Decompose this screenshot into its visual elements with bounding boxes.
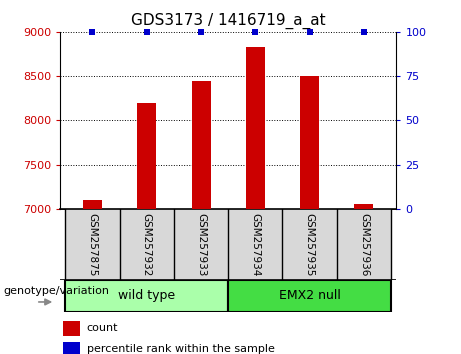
Text: GSM257934: GSM257934: [250, 212, 260, 276]
Bar: [174, 209, 228, 280]
Text: GSM257875: GSM257875: [88, 212, 97, 276]
Text: EMX2 null: EMX2 null: [279, 289, 341, 302]
Bar: [337, 209, 391, 280]
Bar: [65, 280, 228, 312]
Bar: [63, 342, 80, 354]
Text: wild type: wild type: [118, 289, 175, 302]
Text: GSM257935: GSM257935: [305, 212, 314, 276]
Bar: [192, 81, 211, 209]
Text: GSM257933: GSM257933: [196, 212, 206, 276]
Bar: [283, 209, 337, 280]
Bar: [83, 200, 102, 209]
Text: percentile rank within the sample: percentile rank within the sample: [87, 344, 275, 354]
Bar: [137, 103, 156, 209]
Bar: [355, 204, 373, 209]
Bar: [120, 209, 174, 280]
Text: GSM257936: GSM257936: [359, 212, 369, 276]
Title: GDS3173 / 1416719_a_at: GDS3173 / 1416719_a_at: [131, 13, 325, 29]
Text: count: count: [87, 324, 118, 333]
Bar: [65, 209, 120, 280]
Text: genotype/variation: genotype/variation: [3, 286, 109, 296]
Bar: [300, 76, 319, 209]
Text: GSM257932: GSM257932: [142, 212, 152, 276]
Bar: [228, 280, 391, 312]
Bar: [228, 209, 283, 280]
Bar: [246, 47, 265, 209]
Bar: [63, 321, 80, 336]
